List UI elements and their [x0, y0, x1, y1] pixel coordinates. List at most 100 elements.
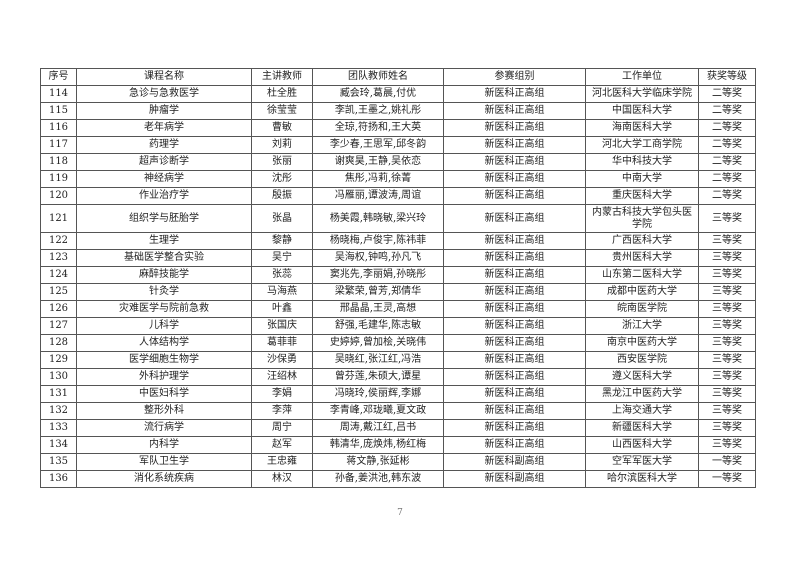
- cell-col-award: 三等奖: [698, 266, 756, 284]
- cell-col-team: 史婷婷,曾加桧,关晓伟: [312, 334, 444, 352]
- cell-col-index: 133: [40, 419, 77, 437]
- cell-col-lead-teacher: 周宁: [251, 419, 313, 437]
- cell-col-course: 超声诊断学: [76, 153, 252, 171]
- cell-col-award: 三等奖: [698, 283, 756, 301]
- cell-col-lead-teacher: 吴宁: [251, 249, 313, 267]
- cell-col-team: 李青峰,邓珑曦,夏文政: [312, 402, 444, 420]
- cell-col-course: 药理学: [76, 136, 252, 154]
- cell-col-index: 129: [40, 351, 77, 369]
- cell-col-lead-teacher: 李萍: [251, 402, 313, 420]
- cell-col-course: 生理学: [76, 232, 252, 250]
- cell-col-course: 作业治疗学: [76, 187, 252, 205]
- cell-col-award: 一等奖: [698, 470, 756, 488]
- cell-col-team: 吴海权,钟鸣,孙凡飞: [312, 249, 444, 267]
- cell-col-unit: 华中科技大学: [585, 153, 699, 171]
- cell-col-lead-teacher: 葛菲菲: [251, 334, 313, 352]
- cell-col-lead-teacher: 赵军: [251, 436, 313, 454]
- cell-col-team: 曾芬莲,朱硕大,谭星: [312, 368, 444, 386]
- cell-col-award: 三等奖: [698, 368, 756, 386]
- cell-col-index: 135: [40, 453, 77, 471]
- cell-col-course: 儿科学: [76, 317, 252, 335]
- cell-col-lead-teacher: 殷振: [251, 187, 313, 205]
- cell-col-group: 新医科正高组: [443, 85, 586, 103]
- cell-col-course: 组织学与胚胎学: [76, 204, 252, 233]
- cell-col-group: 新医科正高组: [443, 187, 586, 205]
- cell-col-group: 新医科正高组: [443, 283, 586, 301]
- cell-col-award: 二等奖: [698, 119, 756, 137]
- cell-col-team: 孙备,姜洪池,韩东波: [312, 470, 444, 488]
- cell-col-award: 三等奖: [698, 232, 756, 250]
- table-row: 115 肿瘤学 徐莹莹 李凯,王墨之,姚礼彤 新医科正高组 中国医科大学 二等奖: [40, 102, 756, 120]
- table-row: 122 生理学 黎静 杨晓梅,卢俊宇,陈祎菲 新医科正高组 广西医科大学 三等奖: [40, 232, 756, 250]
- cell-col-award: 三等奖: [698, 204, 756, 233]
- cell-col-lead-teacher: 曹敏: [251, 119, 313, 137]
- cell-col-lead-teacher: 徐莹莹: [251, 102, 313, 120]
- table-row: 123 基础医学整合实验 吴宁 吴海权,钟鸣,孙凡飞 新医科正高组 贵州医科大学 三等奖: [40, 249, 756, 267]
- cell-col-unit: 遵义医科大学: [585, 368, 699, 386]
- cell-col-unit: 空军军医大学: [585, 453, 699, 471]
- cell-col-group: 新医科正高组: [443, 153, 586, 171]
- table-row: 128 人体结构学 葛菲菲 史婷婷,曾加桧,关晓伟 新医科正高组 南京中医药大学 三等奖: [40, 334, 756, 352]
- cell-col-group: 新医科正高组: [443, 119, 586, 137]
- cell-col-lead-teacher: 叶鑫: [251, 300, 313, 318]
- cell-col-course: 整形外科: [76, 402, 252, 420]
- cell-col-course: 针灸学: [76, 283, 252, 301]
- cell-col-course: 基础医学整合实验: [76, 249, 252, 267]
- cell-col-group: 新医科副高组: [443, 453, 586, 471]
- cell-col-award: 三等奖: [698, 300, 756, 318]
- table-row: 133 流行病学 周宁 周涛,戴江红,吕书 新医科正高组 新疆医科大学 三等奖: [40, 419, 756, 437]
- header-col-unit: 工作单位: [585, 68, 699, 86]
- cell-col-index: 124: [40, 266, 77, 284]
- cell-col-lead-teacher: 刘莉: [251, 136, 313, 154]
- cell-col-unit: 西安医学院: [585, 351, 699, 369]
- table-row: 129 医学细胞生物学 沙保勇 吴晓红,张江红,冯浩 新医科正高组 西安医学院 三等奖: [40, 351, 756, 369]
- cell-col-unit: 贵州医科大学: [585, 249, 699, 267]
- cell-col-award: 三等奖: [698, 334, 756, 352]
- cell-col-award: 三等奖: [698, 419, 756, 437]
- cell-col-team: 周涛,戴江红,吕书: [312, 419, 444, 437]
- cell-col-unit: 上海交通大学: [585, 402, 699, 420]
- cell-col-group: 新医科正高组: [443, 102, 586, 120]
- cell-col-lead-teacher: 林汉: [251, 470, 313, 488]
- cell-col-group: 新医科正高组: [443, 436, 586, 454]
- cell-col-team: 冯雁丽,谭波涛,周谊: [312, 187, 444, 205]
- cell-col-team: 蒋文静,张延彬: [312, 453, 444, 471]
- cell-col-award: 三等奖: [698, 436, 756, 454]
- cell-col-index: 116: [40, 119, 77, 137]
- cell-col-group: 新医科正高组: [443, 402, 586, 420]
- cell-col-lead-teacher: 张国庆: [251, 317, 313, 335]
- cell-col-award: 三等奖: [698, 385, 756, 403]
- cell-col-award: 二等奖: [698, 187, 756, 205]
- cell-col-group: 新医科正高组: [443, 300, 586, 318]
- cell-col-unit: 山东第二医科大学: [585, 266, 699, 284]
- cell-col-team: 梁繁荣,曾芳,郑倩华: [312, 283, 444, 301]
- cell-col-group: 新医科正高组: [443, 249, 586, 267]
- cell-col-index: 127: [40, 317, 77, 335]
- cell-col-unit: 河北医科大学临床学院: [585, 85, 699, 103]
- cell-col-team: 舒强,毛建华,陈志敏: [312, 317, 444, 335]
- cell-col-course: 中医妇科学: [76, 385, 252, 403]
- cell-col-award: 二等奖: [698, 153, 756, 171]
- cell-col-index: 125: [40, 283, 77, 301]
- cell-col-team: 邢晶晶,王灵,高想: [312, 300, 444, 318]
- cell-col-index: 132: [40, 402, 77, 420]
- cell-col-group: 新医科正高组: [443, 170, 586, 188]
- cell-col-lead-teacher: 沈彤: [251, 170, 313, 188]
- cell-col-lead-teacher: 李娟: [251, 385, 313, 403]
- cell-col-unit: 山西医科大学: [585, 436, 699, 454]
- cell-col-team: 焦彤,冯莉,徐菁: [312, 170, 444, 188]
- table-row: 124 麻醉技能学 张蕊 窦兆先,李丽娟,孙晓彤 新医科正高组 山东第二医科大学 三等奖: [40, 266, 756, 284]
- cell-col-team: 李凯,王墨之,姚礼彤: [312, 102, 444, 120]
- cell-col-award: 二等奖: [698, 136, 756, 154]
- cell-col-lead-teacher: 汪绍林: [251, 368, 313, 386]
- cell-col-award: 二等奖: [698, 102, 756, 120]
- cell-col-unit: 皖南医学院: [585, 300, 699, 318]
- cell-col-course: 外科护理学: [76, 368, 252, 386]
- header-col-lead-teacher: 主讲教师: [251, 68, 313, 86]
- cell-col-group: 新医科正高组: [443, 351, 586, 369]
- header-col-award: 获奖等级: [698, 68, 756, 86]
- cell-col-course: 老年病学: [76, 119, 252, 137]
- cell-col-index: 117: [40, 136, 77, 154]
- table-row: 125 针灸学 马海燕 梁繁荣,曾芳,郑倩华 新医科正高组 成都中医药大学 三等奖: [40, 283, 756, 301]
- cell-col-group: 新医科正高组: [443, 317, 586, 335]
